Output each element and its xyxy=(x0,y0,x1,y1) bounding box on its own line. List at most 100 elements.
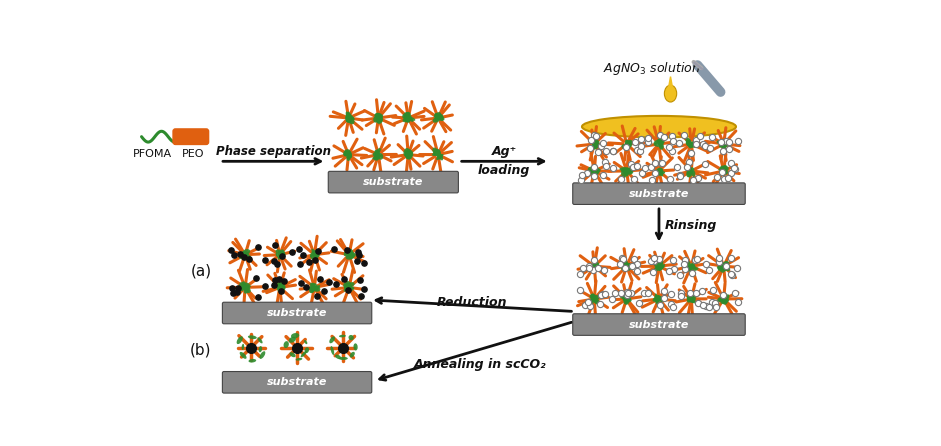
Ellipse shape xyxy=(277,284,281,292)
Ellipse shape xyxy=(721,166,728,172)
Ellipse shape xyxy=(688,295,694,301)
Ellipse shape xyxy=(309,285,315,293)
Ellipse shape xyxy=(686,264,692,269)
Ellipse shape xyxy=(621,169,627,178)
Ellipse shape xyxy=(591,167,596,173)
Ellipse shape xyxy=(378,115,382,122)
Ellipse shape xyxy=(291,333,299,339)
Ellipse shape xyxy=(717,296,725,302)
Ellipse shape xyxy=(658,260,663,267)
Ellipse shape xyxy=(346,116,355,120)
Ellipse shape xyxy=(593,141,598,149)
Ellipse shape xyxy=(433,149,440,155)
Ellipse shape xyxy=(686,166,692,174)
Ellipse shape xyxy=(375,114,382,120)
Ellipse shape xyxy=(717,140,726,144)
Ellipse shape xyxy=(625,140,631,148)
Ellipse shape xyxy=(345,281,351,289)
Ellipse shape xyxy=(348,153,352,158)
Text: (a): (a) xyxy=(190,264,212,279)
Text: PFOMA: PFOMA xyxy=(133,149,172,159)
Ellipse shape xyxy=(591,264,595,270)
Ellipse shape xyxy=(439,153,443,161)
Ellipse shape xyxy=(719,145,728,148)
Ellipse shape xyxy=(657,169,663,176)
Ellipse shape xyxy=(377,116,383,124)
Ellipse shape xyxy=(594,299,600,305)
Ellipse shape xyxy=(690,263,695,269)
Ellipse shape xyxy=(593,262,599,268)
Ellipse shape xyxy=(311,254,316,260)
Ellipse shape xyxy=(625,297,630,304)
Ellipse shape xyxy=(592,140,599,147)
Ellipse shape xyxy=(407,149,411,155)
Ellipse shape xyxy=(240,352,247,359)
FancyBboxPatch shape xyxy=(222,302,372,324)
Ellipse shape xyxy=(690,267,698,271)
FancyBboxPatch shape xyxy=(328,171,458,193)
Ellipse shape xyxy=(348,252,356,257)
Ellipse shape xyxy=(258,337,263,343)
Text: Rinsing: Rinsing xyxy=(665,219,717,232)
Ellipse shape xyxy=(432,148,439,155)
Ellipse shape xyxy=(655,296,661,302)
Ellipse shape xyxy=(621,167,629,172)
Ellipse shape xyxy=(310,251,314,257)
Ellipse shape xyxy=(593,262,598,269)
Ellipse shape xyxy=(407,116,413,122)
Ellipse shape xyxy=(590,299,594,304)
Ellipse shape xyxy=(374,116,377,123)
Ellipse shape xyxy=(692,145,696,148)
Ellipse shape xyxy=(721,298,728,303)
Ellipse shape xyxy=(658,139,663,144)
Ellipse shape xyxy=(312,253,318,260)
Ellipse shape xyxy=(623,264,630,270)
Ellipse shape xyxy=(375,116,382,124)
Ellipse shape xyxy=(659,139,664,146)
Ellipse shape xyxy=(624,169,629,177)
Ellipse shape xyxy=(719,295,726,301)
Ellipse shape xyxy=(591,263,595,270)
Ellipse shape xyxy=(688,264,694,268)
Ellipse shape xyxy=(621,144,629,150)
Ellipse shape xyxy=(404,112,410,119)
Ellipse shape xyxy=(652,170,660,176)
Ellipse shape xyxy=(435,115,441,121)
Ellipse shape xyxy=(375,153,379,161)
Ellipse shape xyxy=(346,114,354,120)
Ellipse shape xyxy=(346,282,355,288)
Ellipse shape xyxy=(290,352,295,357)
Ellipse shape xyxy=(244,253,252,260)
Ellipse shape xyxy=(278,251,284,257)
Ellipse shape xyxy=(406,152,411,159)
Polygon shape xyxy=(666,77,675,98)
Ellipse shape xyxy=(689,297,694,302)
Ellipse shape xyxy=(345,253,355,260)
Ellipse shape xyxy=(348,118,355,124)
Ellipse shape xyxy=(620,294,628,299)
Ellipse shape xyxy=(373,154,381,160)
Ellipse shape xyxy=(659,143,664,150)
Ellipse shape xyxy=(279,285,286,291)
Ellipse shape xyxy=(375,150,380,153)
Ellipse shape xyxy=(720,142,725,148)
Ellipse shape xyxy=(346,287,355,293)
Ellipse shape xyxy=(244,285,249,293)
Ellipse shape xyxy=(718,167,724,171)
Ellipse shape xyxy=(407,150,413,155)
Ellipse shape xyxy=(656,266,662,270)
Ellipse shape xyxy=(686,170,693,178)
Ellipse shape xyxy=(345,112,349,120)
Ellipse shape xyxy=(592,140,597,149)
Ellipse shape xyxy=(655,295,661,301)
Ellipse shape xyxy=(658,168,663,175)
Ellipse shape xyxy=(721,167,726,173)
FancyBboxPatch shape xyxy=(172,128,209,145)
Ellipse shape xyxy=(244,282,250,288)
Ellipse shape xyxy=(655,296,664,301)
Ellipse shape xyxy=(624,299,630,305)
Ellipse shape xyxy=(623,260,629,267)
Ellipse shape xyxy=(242,344,244,350)
Ellipse shape xyxy=(664,85,677,102)
Ellipse shape xyxy=(437,114,443,121)
